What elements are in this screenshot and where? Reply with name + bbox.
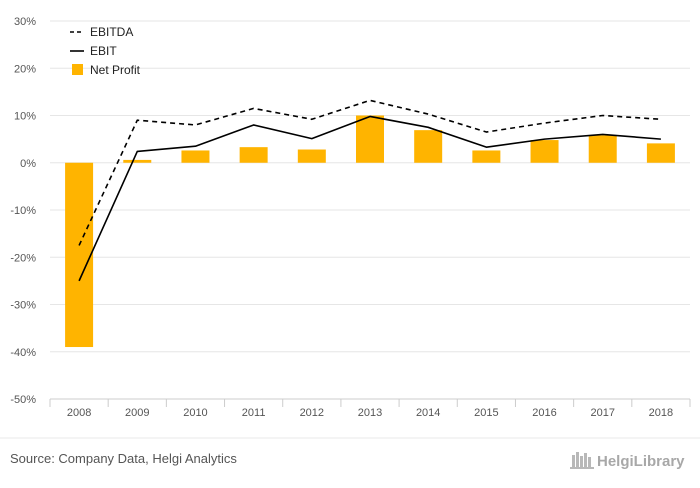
y-tick-label: 0% [20, 158, 36, 170]
legend-ebit-label: EBIT [90, 44, 117, 58]
ebit-line [78, 115, 661, 282]
x-tick-label: 2012 [300, 407, 324, 419]
y-tick-label: -50% [10, 394, 36, 406]
y-tick-label: -40% [10, 347, 36, 359]
bar-layer [65, 115, 675, 348]
y-tick-label: 30% [14, 16, 36, 28]
net-profit-bar [65, 162, 94, 348]
ebitda-line [78, 99, 661, 246]
net-profit-bar [181, 150, 210, 163]
x-tick-label: 2015 [474, 407, 498, 419]
y-tick-label: -10% [10, 205, 36, 217]
x-tick-label: 2018 [649, 407, 673, 419]
net-profit-bar [530, 140, 559, 163]
net-profit-bar [123, 159, 152, 163]
net-profit-bar [646, 143, 675, 163]
net-profit-bar [588, 135, 617, 163]
legend-net-profit-swatch [72, 64, 83, 75]
grid-layer [50, 20, 690, 400]
net-profit-bar [297, 149, 326, 163]
axis-layer: 30% 20% 10% 0% -10% -20% -30% -40% -50% 2008 2009 2… [10, 16, 691, 419]
x-tick-label: 2011 [242, 407, 266, 419]
net-profit-bar [414, 130, 443, 163]
y-tick-label: 20% [14, 63, 36, 75]
x-tick-label: 2014 [416, 407, 440, 419]
y-tick-label: -30% [10, 300, 36, 312]
x-tick-label: 2016 [532, 407, 556, 419]
net-profit-bar [356, 115, 384, 163]
x-tick-label: 2013 [358, 407, 382, 419]
x-tick-label: 2009 [125, 407, 149, 419]
y-tick-label: -20% [10, 252, 36, 264]
x-tick-label: 2008 [67, 407, 91, 419]
line-layer [78, 99, 661, 282]
y-tick-label: 10% [14, 111, 36, 123]
x-tick-label: 2017 [590, 407, 614, 419]
legend: EBITDA EBIT Net Profit [70, 25, 141, 77]
x-tick-label: 2010 [183, 407, 207, 419]
legend-net-profit-label: Net Profit [90, 63, 141, 77]
brand-logo: HelgiLibrary [570, 452, 685, 470]
legend-ebitda-label: EBITDA [90, 25, 133, 39]
source-note: Source: Company Data, Helgi Analytics [10, 451, 237, 466]
bookshelf-icon [570, 452, 594, 469]
brand-name: HelgiLibrary [597, 453, 685, 470]
net-profit-bar [239, 147, 268, 163]
net-profit-bar [472, 150, 501, 163]
